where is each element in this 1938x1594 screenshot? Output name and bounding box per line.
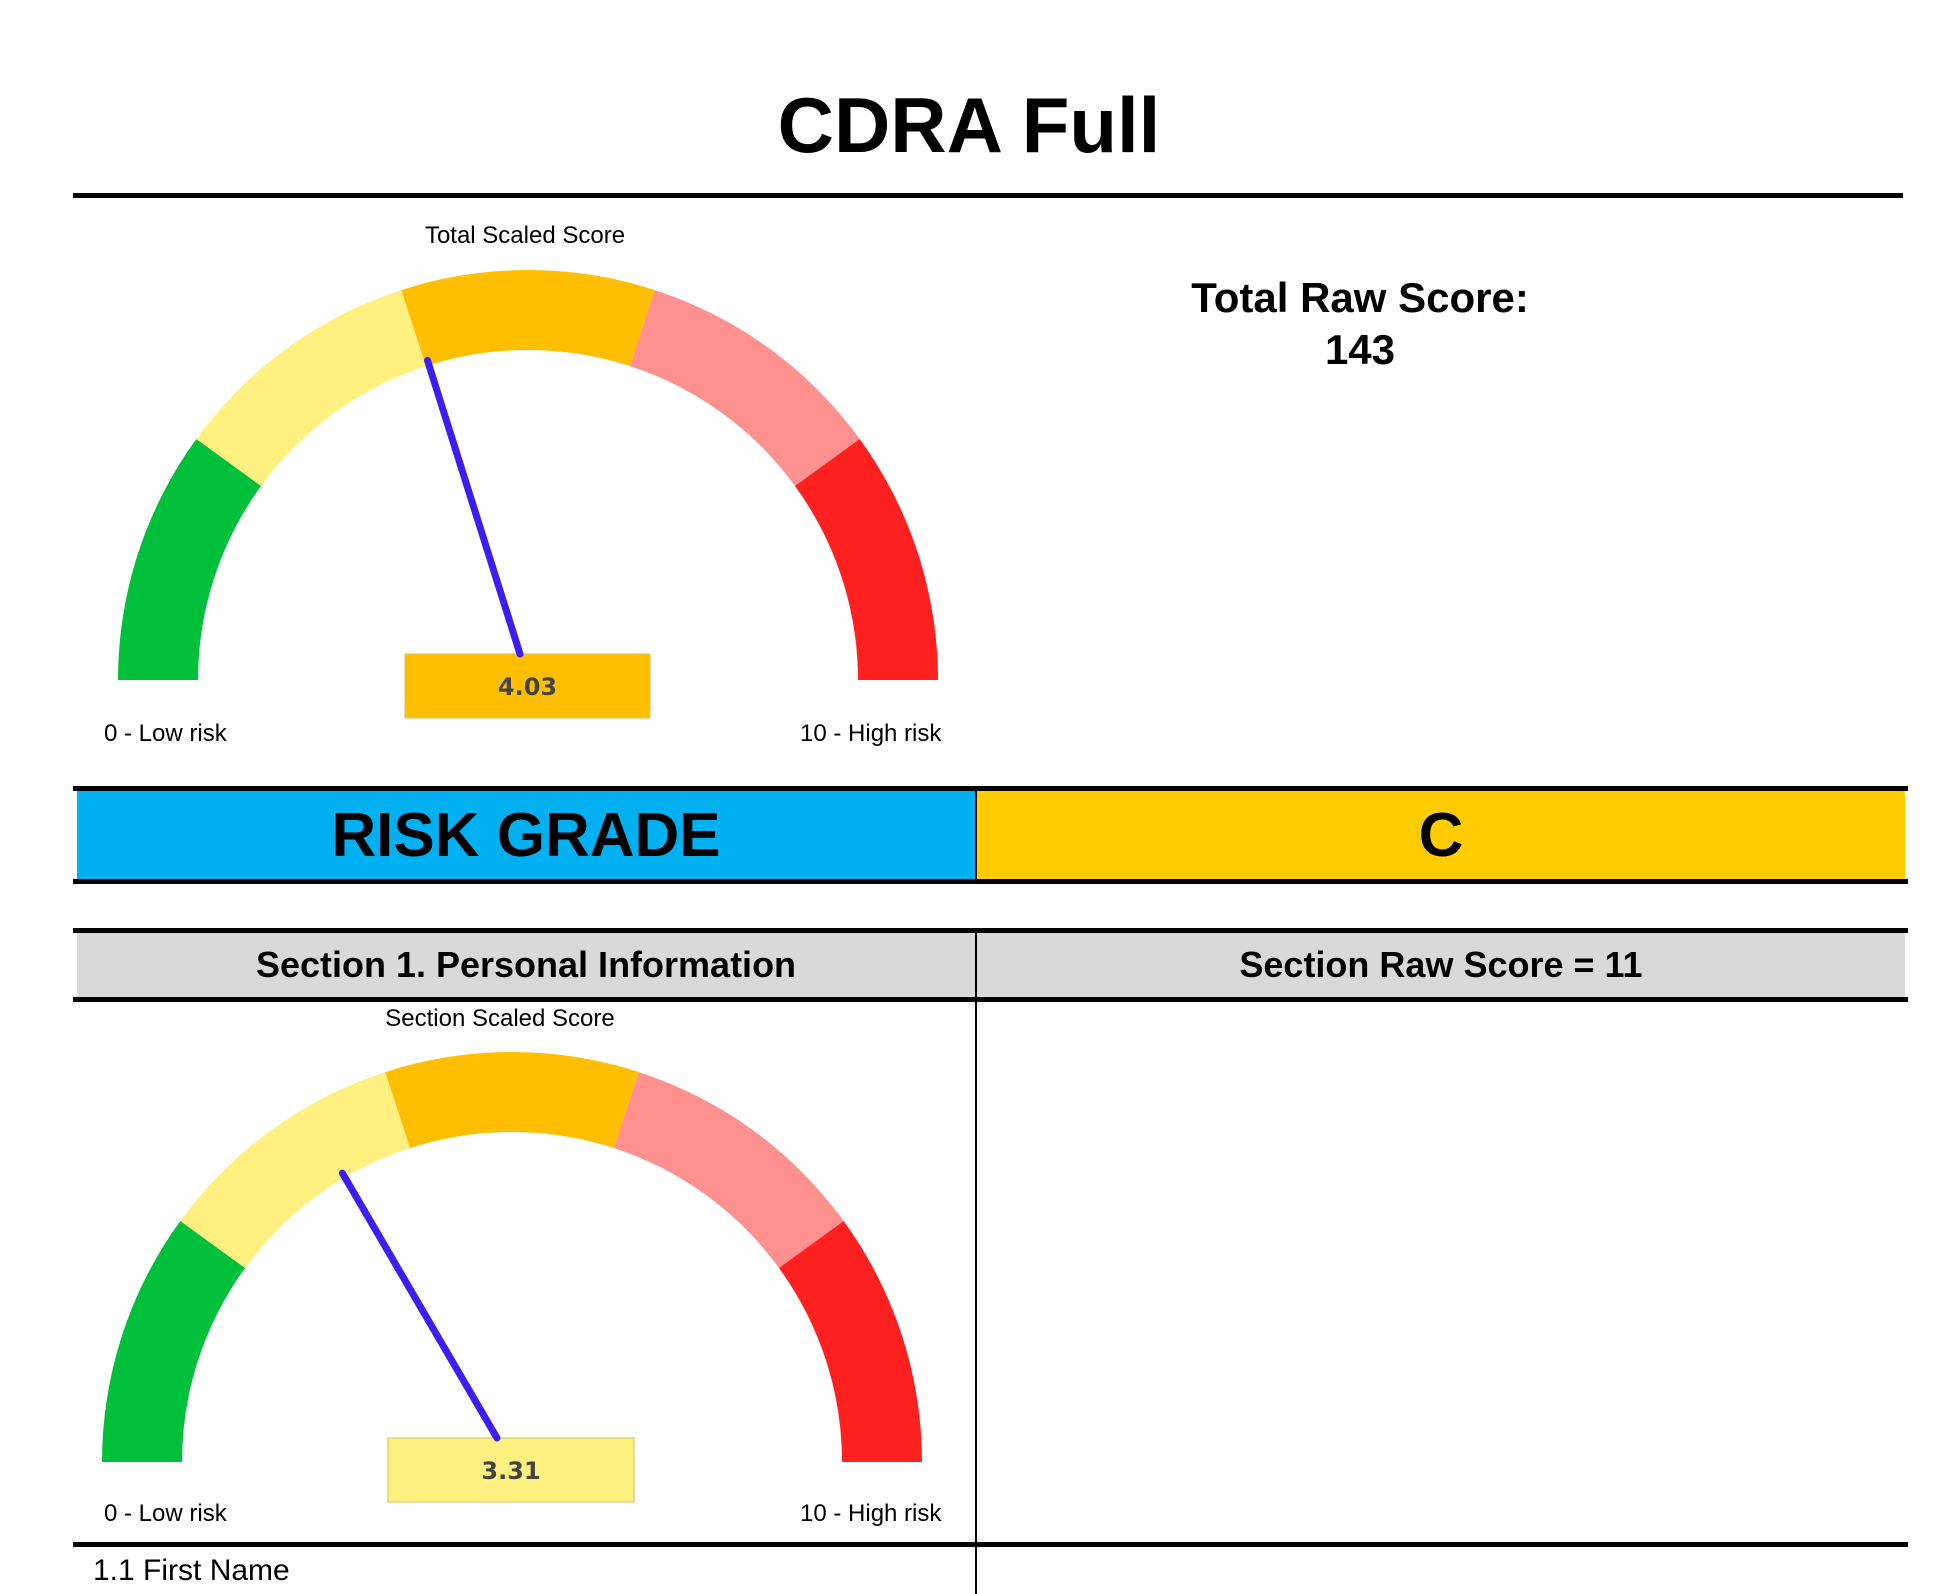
total-gauge: 4.03: [118, 270, 938, 719]
risk-grade-divider: [975, 791, 977, 879]
section-gauge-band-5: [778, 1221, 922, 1462]
total-gauge-needle: [423, 356, 524, 658]
section-column-divider: [975, 933, 977, 1594]
section-gauge-band-3: [385, 1052, 639, 1149]
risk-grade-bottom-rule: [73, 879, 1908, 884]
total-raw-score: Total Raw Score: 143: [1000, 272, 1720, 376]
total-raw-score-value: 143: [1324, 326, 1396, 373]
total-gauge-band-5: [794, 439, 938, 680]
section-raw-score: Section Raw Score = 11: [977, 933, 1905, 997]
field-row-top-rule: [73, 1542, 1908, 1547]
section-gauge-value-box: [387, 1437, 635, 1503]
total-gauge-value-text: 4.03: [498, 673, 557, 701]
total-gauge-band-2: [196, 290, 427, 487]
title-divider: [73, 193, 1903, 198]
total-raw-score-label: Total Raw Score:: [1191, 274, 1529, 321]
risk-grade-top-rule: [73, 786, 1908, 791]
section-gauge-needle: [338, 1169, 501, 1442]
section-title: Section 1. Personal Information: [77, 933, 975, 997]
total-high-risk-label: 10 - High risk: [800, 720, 942, 747]
risk-grade-value: C: [977, 791, 1905, 879]
page-title: CDRA Full: [777, 81, 1161, 169]
section-header-top-rule: [73, 928, 1908, 933]
total-gauge-band-1: [118, 439, 262, 680]
total-low-risk-label: 0 - Low risk: [104, 720, 227, 747]
total-gauge-value-box: [404, 653, 651, 719]
section-gauge-label: Section Scaled Score: [385, 1005, 615, 1032]
total-gauge-band-4: [629, 290, 860, 487]
total-gauge-label: Total Scaled Score: [424, 222, 626, 249]
section-gauge-band-2: [180, 1072, 411, 1269]
section-gauge: 3.31: [102, 1052, 922, 1503]
section-low-risk-label: 0 - Low risk: [104, 1500, 227, 1527]
section-high-risk-label: 10 - High risk: [800, 1500, 942, 1527]
section-gauge-band-1: [102, 1221, 246, 1462]
risk-grade-label: RISK GRADE: [77, 791, 975, 879]
section-header-bottom-rule: [73, 997, 1908, 1002]
section-gauge-value-text: 3.31: [481, 1457, 540, 1485]
field-first-name: 1.1 First Name: [93, 1554, 290, 1587]
total-gauge-band-3: [401, 270, 655, 367]
section-gauge-band-4: [613, 1072, 844, 1269]
